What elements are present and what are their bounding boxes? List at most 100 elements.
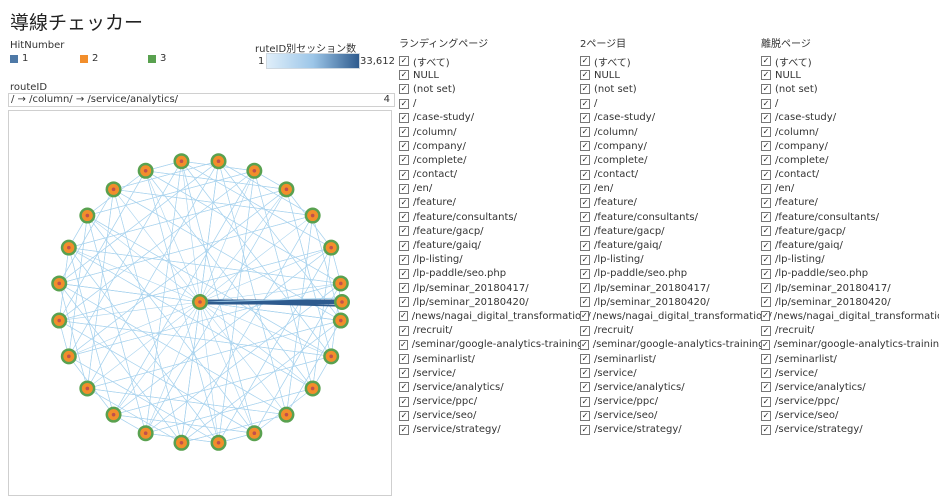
- checkbox-checked-icon[interactable]: ✓: [580, 368, 590, 379]
- checkbox-checked-icon[interactable]: ✓: [399, 240, 409, 251]
- filter-item[interactable]: ✓ /service/analytics/: [580, 380, 755, 394]
- checkbox-checked-icon[interactable]: ✓: [580, 155, 590, 166]
- checkbox-checked-icon[interactable]: ✓: [580, 226, 590, 237]
- filter-item[interactable]: ✓ NULL: [580, 68, 755, 82]
- network-node[interactable]: [323, 348, 340, 365]
- filter-item[interactable]: ✓ /feature/gacp/: [580, 224, 755, 238]
- filter-item[interactable]: ✓ /lp-listing/: [399, 253, 574, 267]
- checkbox-checked-icon[interactable]: ✓: [580, 354, 590, 365]
- checkbox-checked-icon[interactable]: ✓: [399, 424, 409, 435]
- checkbox-checked-icon[interactable]: ✓: [399, 311, 408, 322]
- filter-item[interactable]: ✓ /feature/: [399, 196, 574, 210]
- checkbox-checked-icon[interactable]: ✓: [580, 84, 590, 95]
- checkbox-checked-icon[interactable]: ✓: [399, 325, 409, 336]
- checkbox-checked-icon[interactable]: ✓: [761, 212, 771, 223]
- filter-item[interactable]: ✓ /column/: [761, 125, 936, 139]
- checkbox-checked-icon[interactable]: ✓: [399, 382, 409, 393]
- filter-item[interactable]: ✓ /feature/gacp/: [761, 224, 936, 238]
- filter-item[interactable]: ✓ /feature/gaiq/: [399, 238, 574, 252]
- filter-item[interactable]: ✓ (すべて): [580, 54, 755, 69]
- checkbox-checked-icon[interactable]: ✓: [761, 311, 770, 322]
- checkbox-checked-icon[interactable]: ✓: [761, 268, 771, 279]
- filter-item[interactable]: ✓ /column/: [399, 125, 574, 139]
- filter-item[interactable]: ✓ /column/: [580, 125, 755, 139]
- filter-item[interactable]: ✓ /feature/consultants/: [761, 210, 936, 224]
- checkbox-checked-icon[interactable]: ✓: [580, 197, 590, 208]
- filter-item[interactable]: ✓ (すべて): [761, 54, 936, 69]
- checkbox-checked-icon[interactable]: ✓: [761, 141, 771, 152]
- network-graph-panel[interactable]: [8, 110, 392, 496]
- checkbox-checked-icon[interactable]: ✓: [761, 254, 771, 265]
- filter-item[interactable]: ✓ /en/: [399, 182, 574, 196]
- checkbox-checked-icon[interactable]: ✓: [761, 127, 771, 138]
- network-node[interactable]: [192, 294, 208, 310]
- checkbox-checked-icon[interactable]: ✓: [580, 56, 590, 67]
- filter-item[interactable]: ✓ /feature/: [761, 196, 936, 210]
- network-node[interactable]: [105, 181, 122, 198]
- checkbox-checked-icon[interactable]: ✓: [399, 339, 408, 350]
- filter-item[interactable]: ✓ /contact/: [399, 168, 574, 182]
- checkbox-checked-icon[interactable]: ✓: [580, 254, 590, 265]
- checkbox-checked-icon[interactable]: ✓: [761, 339, 770, 350]
- filter-item[interactable]: ✓ /service/: [580, 366, 755, 380]
- filter-item[interactable]: ✓ /service/strategy/: [761, 423, 936, 437]
- checkbox-checked-icon[interactable]: ✓: [761, 112, 771, 123]
- checkbox-checked-icon[interactable]: ✓: [761, 226, 771, 237]
- filter-item[interactable]: ✓ /lp-paddle/seo.php: [580, 267, 755, 281]
- filter-item[interactable]: ✓ /lp-paddle/seo.php: [761, 267, 936, 281]
- filter-item[interactable]: ✓ /service/strategy/: [399, 423, 574, 437]
- checkbox-checked-icon[interactable]: ✓: [399, 56, 409, 67]
- checkbox-checked-icon[interactable]: ✓: [399, 112, 409, 123]
- filter-item[interactable]: ✓ /seminarlist/: [761, 352, 936, 366]
- network-node[interactable]: [334, 294, 350, 310]
- filter-item[interactable]: ✓ /service/ppc/: [761, 395, 936, 409]
- filter-item[interactable]: ✓ /feature/gaiq/: [761, 238, 936, 252]
- filter-item[interactable]: ✓ /complete/: [761, 153, 936, 167]
- filter-item[interactable]: ✓ (not set): [761, 82, 936, 96]
- filter-item[interactable]: ✓ /service/seo/: [399, 409, 574, 423]
- checkbox-checked-icon[interactable]: ✓: [761, 283, 771, 294]
- network-node[interactable]: [246, 425, 263, 442]
- filter-item[interactable]: ✓ /seminarlist/: [399, 352, 574, 366]
- filter-item[interactable]: ✓/seminar/google-analytics-training/: [761, 338, 939, 352]
- filter-item[interactable]: ✓ /complete/: [399, 153, 574, 167]
- filter-item[interactable]: ✓ NULL: [761, 68, 936, 82]
- checkbox-checked-icon[interactable]: ✓: [761, 410, 771, 421]
- filter-item[interactable]: ✓ (すべて): [399, 54, 574, 69]
- checkbox-checked-icon[interactable]: ✓: [580, 212, 590, 223]
- filter-item[interactable]: ✓/seminar/google-analytics-training/: [399, 338, 587, 352]
- network-graph[interactable]: [9, 111, 391, 495]
- network-node[interactable]: [79, 380, 96, 397]
- filter-item[interactable]: ✓ /service/seo/: [761, 409, 936, 423]
- checkbox-checked-icon[interactable]: ✓: [580, 141, 590, 152]
- filter-item[interactable]: ✓ /feature/gacp/: [399, 224, 574, 238]
- network-node[interactable]: [246, 162, 263, 179]
- filter-item[interactable]: ✓ /complete/: [580, 153, 755, 167]
- filter-item[interactable]: ✓ /recruit/: [761, 324, 936, 338]
- checkbox-checked-icon[interactable]: ✓: [580, 283, 590, 294]
- hit-legend-item-3[interactable]: 3: [148, 53, 166, 64]
- filter-item[interactable]: ✓ /lp/seminar_20180420/: [761, 295, 936, 309]
- filter-item[interactable]: ✓ /service/analytics/: [761, 380, 936, 394]
- network-node[interactable]: [304, 380, 321, 397]
- filter-item[interactable]: ✓ NULL: [399, 68, 574, 82]
- filter-item[interactable]: ✓ /lp/seminar_20180417/: [761, 281, 936, 295]
- checkbox-checked-icon[interactable]: ✓: [580, 240, 590, 251]
- filter-item[interactable]: ✓ /recruit/: [399, 324, 574, 338]
- network-node[interactable]: [173, 153, 190, 170]
- checkbox-checked-icon[interactable]: ✓: [399, 354, 409, 365]
- checkbox-checked-icon[interactable]: ✓: [399, 226, 409, 237]
- filter-item[interactable]: ✓ /case-study/: [580, 111, 755, 125]
- checkbox-checked-icon[interactable]: ✓: [761, 325, 771, 336]
- network-node[interactable]: [278, 406, 295, 423]
- checkbox-checked-icon[interactable]: ✓: [580, 325, 590, 336]
- checkbox-checked-icon[interactable]: ✓: [580, 424, 590, 435]
- checkbox-checked-icon[interactable]: ✓: [761, 354, 771, 365]
- filter-item[interactable]: ✓/news/nagai_digital_transformation/: [580, 309, 772, 323]
- network-node[interactable]: [210, 153, 227, 170]
- checkbox-checked-icon[interactable]: ✓: [399, 141, 409, 152]
- network-node[interactable]: [332, 275, 349, 292]
- filter-item[interactable]: ✓ /company/: [399, 139, 574, 153]
- checkbox-checked-icon[interactable]: ✓: [761, 98, 771, 109]
- checkbox-checked-icon[interactable]: ✓: [580, 339, 589, 350]
